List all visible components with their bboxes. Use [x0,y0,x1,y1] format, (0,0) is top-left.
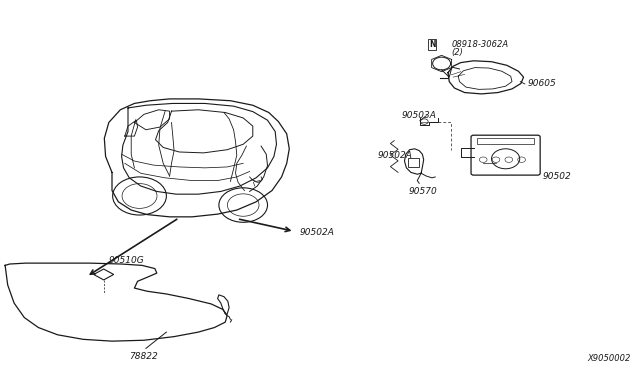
Text: X9050002: X9050002 [587,354,630,363]
Text: N: N [429,40,435,49]
Text: 90502A: 90502A [378,151,412,160]
Text: 90502: 90502 [543,172,572,182]
Text: 90605: 90605 [528,80,557,89]
Bar [408,158,419,167]
Text: 90503A: 90503A [402,111,436,120]
Text: 90510G: 90510G [109,256,145,265]
Text: 78822: 78822 [130,352,158,360]
Text: 08918-3062A: 08918-3062A [451,40,508,49]
Text: (2): (2) [451,48,463,57]
Text: 90570: 90570 [408,187,437,196]
Bar [477,138,534,144]
Text: 90502A: 90502A [300,228,334,237]
